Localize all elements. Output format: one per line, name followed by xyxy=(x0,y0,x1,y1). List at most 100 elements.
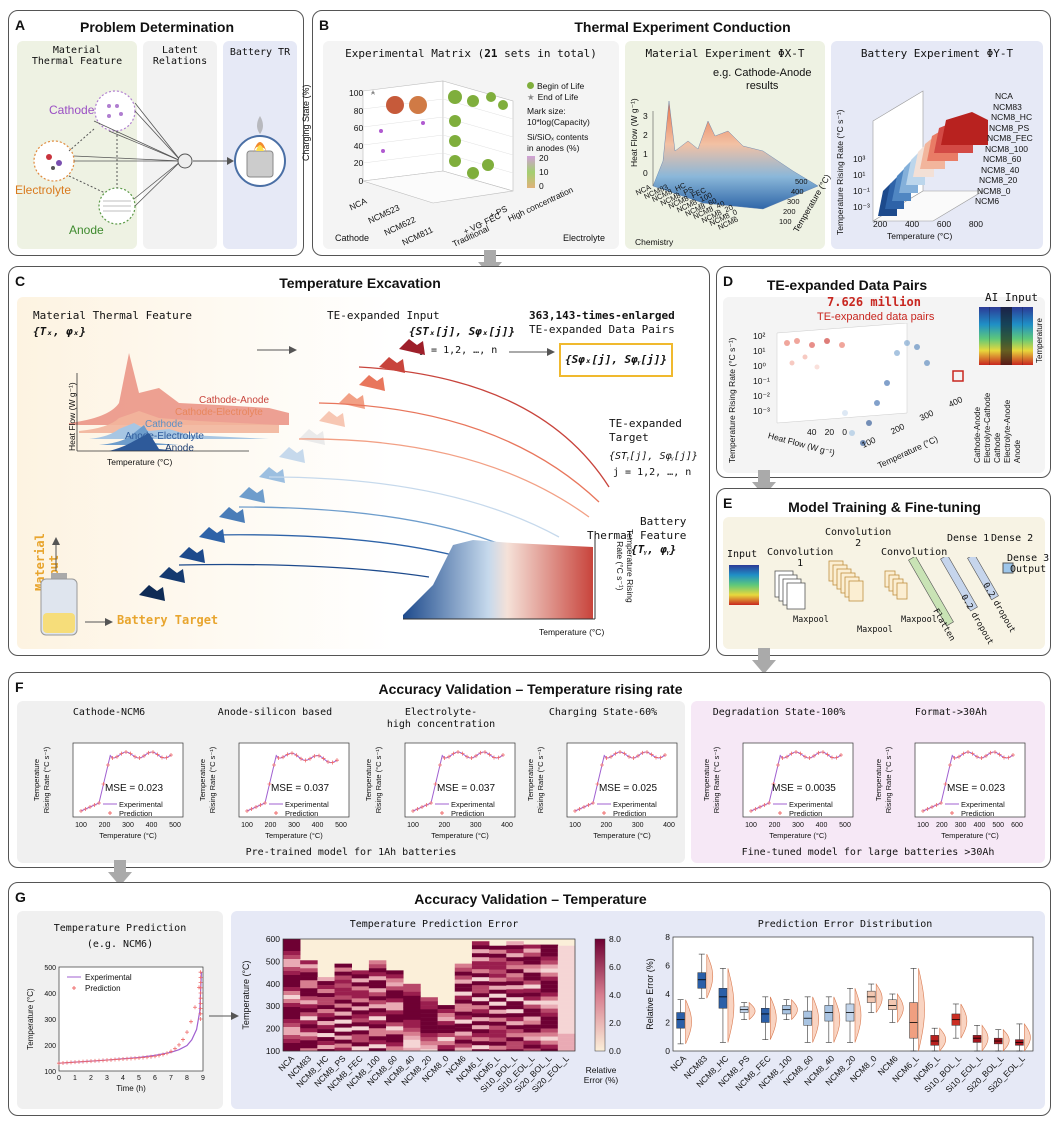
prediction-marker xyxy=(997,752,1002,757)
heatmap-cell xyxy=(300,1040,318,1045)
heatmap-cell xyxy=(540,1024,559,1029)
heatmap-cell xyxy=(471,949,490,954)
heatmap-cell xyxy=(386,982,404,987)
tp-prediction-marker xyxy=(198,1011,203,1016)
prediction-marker xyxy=(146,750,151,755)
heatmap-cell xyxy=(403,991,421,996)
heatmap-cell xyxy=(506,1021,524,1026)
d-hf-tick: 40 xyxy=(807,427,817,437)
violin xyxy=(1024,1022,1031,1052)
heatmap-cell xyxy=(300,1008,318,1013)
heatmap-cell xyxy=(283,1043,301,1048)
xtick: 200 xyxy=(265,822,277,829)
c-rate-label: Temperature Rising Rate (°C s⁻¹) xyxy=(615,529,635,603)
prediction-marker xyxy=(613,751,618,756)
rate-plot-1: Anode-silicon based MSE = 0.037 Experiment… xyxy=(195,703,363,845)
heatmap-cell xyxy=(489,1025,507,1030)
violin xyxy=(748,1001,756,1020)
heatmap-colorbar xyxy=(594,938,606,1052)
si-tick: 20 xyxy=(539,153,549,163)
heatmap-cell xyxy=(437,1049,456,1052)
bat-chem: NCM8_40 xyxy=(981,164,1020,175)
heatmap-cell xyxy=(317,1033,335,1038)
heatmap-cell xyxy=(368,984,387,989)
dist-ytick: 4 xyxy=(665,989,670,999)
heatmap-cell xyxy=(557,953,576,958)
xtick: 600 xyxy=(1011,822,1023,829)
heatmap-cell xyxy=(471,945,490,950)
heatmap-cell xyxy=(557,1045,576,1050)
panel-e: E Model Training & Fine-tuning Input Con… xyxy=(716,488,1051,656)
bat-xtick: 600 xyxy=(936,219,952,229)
heatmap-cell xyxy=(540,964,559,969)
e-conv1: Convolution 1 xyxy=(767,547,834,569)
c-arrow-2 xyxy=(509,348,555,356)
heatmap-cell xyxy=(471,1021,490,1026)
prediction-marker xyxy=(321,756,326,761)
prediction-marker xyxy=(330,760,335,765)
prediction-marker xyxy=(133,754,137,759)
heatmap-cell xyxy=(471,989,490,994)
ytick: 60 xyxy=(353,123,364,133)
heatmap-cell xyxy=(368,972,387,977)
heatmap-cell xyxy=(300,1044,318,1049)
te-target-sym: {STᵧ[j], Sφᵧ[j]} xyxy=(609,451,698,462)
prediction-marker xyxy=(591,801,595,805)
heatmap-cell xyxy=(403,983,421,988)
heatmap-cell xyxy=(420,997,438,1002)
prediction-marker xyxy=(487,752,492,757)
heatmap-cell xyxy=(506,957,524,962)
tp-prediction-marker xyxy=(113,1057,117,1062)
xtick: 500 xyxy=(992,822,1004,829)
heatmap-cell xyxy=(437,1009,456,1014)
heatmap-cell xyxy=(506,985,524,990)
heatmap-cell xyxy=(351,1022,370,1027)
bat-target-label: Battery Target xyxy=(117,613,219,627)
heatmap-cell xyxy=(523,948,541,953)
prediction-marker xyxy=(137,755,142,760)
prediction-marker xyxy=(600,763,604,767)
heatmap-cell xyxy=(283,995,301,1000)
heatmap-cell xyxy=(523,1020,541,1025)
heatmap-cell xyxy=(506,993,524,998)
prediction-marker xyxy=(101,782,106,786)
ylabel: Temperature xyxy=(198,759,207,801)
heatmap-cell xyxy=(368,1000,387,1005)
xtick: 500 xyxy=(169,822,181,829)
ai-row: Electrolyte-Anode xyxy=(1003,399,1012,463)
prediction-marker xyxy=(921,809,925,813)
heatmap-cell xyxy=(557,1033,576,1038)
legend-marker-pred xyxy=(440,811,444,815)
heatmap-cell xyxy=(523,1012,541,1017)
d-hf-ticks: 40 20 0 xyxy=(807,427,847,437)
cbar-tick: 4.0 xyxy=(609,990,621,1000)
ylabel: Rising Rate (°C s⁻¹) xyxy=(536,746,545,813)
tp-prediction-marker xyxy=(157,1053,161,1058)
heatmap-cell xyxy=(540,960,559,965)
xlabel: Temperature (°C) xyxy=(99,831,157,840)
heatmap-cell xyxy=(317,1029,335,1034)
heatmap-cell xyxy=(403,1015,421,1020)
battery-rate-curve xyxy=(403,535,596,620)
heatmap-cell xyxy=(471,1005,490,1010)
prediction-marker xyxy=(164,755,169,760)
legend-pred: Prediction xyxy=(613,809,646,818)
heatmap-cell xyxy=(557,961,576,966)
prediction-marker xyxy=(97,801,101,805)
heatmap-cell xyxy=(403,1027,421,1032)
xtick: 200 xyxy=(99,822,111,829)
panel-c-letter: C xyxy=(15,273,26,289)
heatmap-cell xyxy=(403,987,421,992)
dist-item-NCM8_FEC xyxy=(761,996,777,1040)
mat-temp-ticks: 500 400 300 200 100 xyxy=(779,177,808,227)
heatmap-cell xyxy=(489,985,507,990)
prediction-marker xyxy=(442,755,447,760)
tp-xtick: 1 xyxy=(73,1075,77,1082)
heatmap-cell xyxy=(334,1027,353,1032)
mat-ytick: 3 xyxy=(643,111,648,121)
heatmap-cell xyxy=(317,1005,335,1010)
prediction-marker xyxy=(272,763,276,767)
heatmap-cell xyxy=(557,1029,576,1034)
